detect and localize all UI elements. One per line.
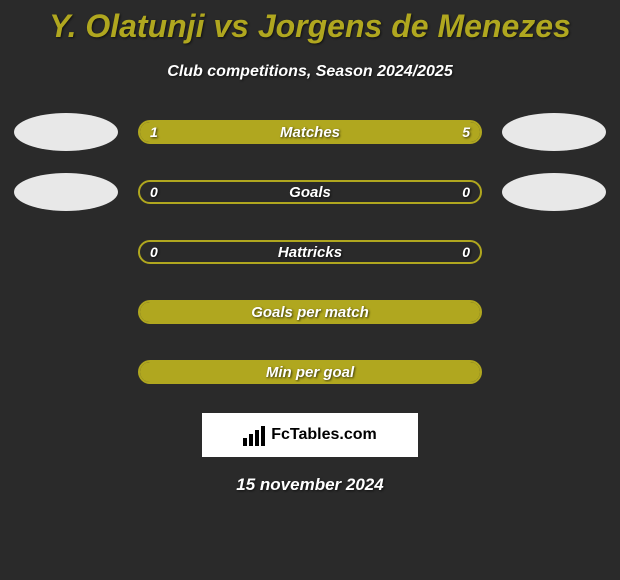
stat-bar: Min per goal — [138, 360, 482, 384]
stat-label: Matches — [140, 122, 480, 142]
stat-bar: 0Goals0 — [138, 180, 482, 204]
stat-bar: 0Hattricks0 — [138, 240, 482, 264]
avatar-spacer — [14, 293, 118, 331]
avatar-spacer — [502, 233, 606, 271]
avatar-spacer — [502, 293, 606, 331]
stat-bar: Goals per match — [138, 300, 482, 324]
subtitle: Club competitions, Season 2024/2025 — [0, 63, 620, 81]
avatar-spacer — [502, 353, 606, 391]
stat-label: Hattricks — [140, 242, 480, 262]
stat-row: 0Hattricks0 — [0, 233, 620, 271]
player-avatar-right — [502, 113, 606, 151]
stat-label: Goals per match — [140, 302, 480, 322]
player-avatar-right — [502, 173, 606, 211]
stat-label: Min per goal — [140, 362, 480, 382]
stat-row: Min per goal — [0, 353, 620, 391]
stat-bar: 1Matches5 — [138, 120, 482, 144]
date-label: 15 november 2024 — [0, 475, 620, 495]
stat-value-right: 5 — [462, 122, 470, 142]
brand-text: FcTables.com — [271, 426, 377, 444]
player-avatar-left — [14, 173, 118, 211]
bars-icon — [243, 424, 265, 446]
avatar-spacer — [14, 233, 118, 271]
avatar-spacer — [14, 353, 118, 391]
comparison-infographic: Y. Olatunji vs Jorgens de Menezes Club c… — [0, 0, 620, 495]
page-title: Y. Olatunji vs Jorgens de Menezes — [0, 8, 620, 45]
stat-row: Goals per match — [0, 293, 620, 331]
brand-badge: FcTables.com — [202, 413, 418, 457]
stat-label: Goals — [140, 182, 480, 202]
stat-value-right: 0 — [462, 242, 470, 262]
stat-row: 1Matches5 — [0, 113, 620, 151]
stats-container: 1Matches50Goals00Hattricks0Goals per mat… — [0, 113, 620, 391]
player-avatar-left — [14, 113, 118, 151]
stat-value-right: 0 — [462, 182, 470, 202]
stat-row: 0Goals0 — [0, 173, 620, 211]
